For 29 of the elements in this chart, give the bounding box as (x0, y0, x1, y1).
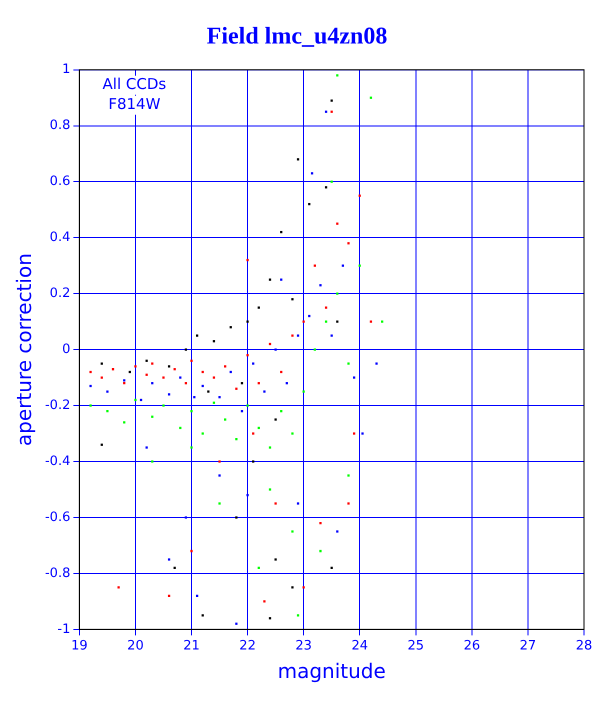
x-tick-label: 26 (464, 638, 480, 654)
x-tick-label: 19 (71, 638, 88, 654)
point (370, 320, 372, 323)
x-tick-label: 21 (183, 638, 200, 654)
x-tick-label: 28 (576, 638, 592, 654)
y-tick-label: -0.6 (44, 510, 70, 525)
x-tick-label: 23 (295, 638, 312, 654)
y-tick-label: 0.8 (50, 118, 70, 134)
y-tick-label: 1 (62, 62, 70, 78)
y-tick-label: -0.4 (44, 454, 70, 469)
x-axis-title: magnitude (278, 659, 386, 684)
x-tick-label: 25 (408, 638, 424, 654)
y-tick-label: 0 (62, 342, 70, 357)
annotation: F814W (108, 95, 161, 114)
chart-title: Field lmc_u4zn08 (206, 24, 388, 50)
x-tick-label: 27 (520, 638, 536, 654)
x-tick-label: 24 (351, 638, 368, 654)
y-axis-title: aperture correction (12, 253, 36, 446)
y-tick-label: -0.8 (44, 566, 70, 581)
point (246, 320, 249, 323)
y-tick-label: -0.2 (44, 398, 70, 413)
x-tick-label: 20 (127, 638, 144, 654)
annotation: All CCDs (102, 75, 166, 94)
point (324, 320, 328, 323)
y-tick-label: 0.4 (50, 230, 70, 246)
y-tick-label: 0.2 (50, 286, 70, 302)
x-tick-label: 22 (239, 638, 256, 654)
y-tick-label: -1 (57, 622, 70, 637)
y-tick-label: 0.6 (50, 174, 70, 190)
